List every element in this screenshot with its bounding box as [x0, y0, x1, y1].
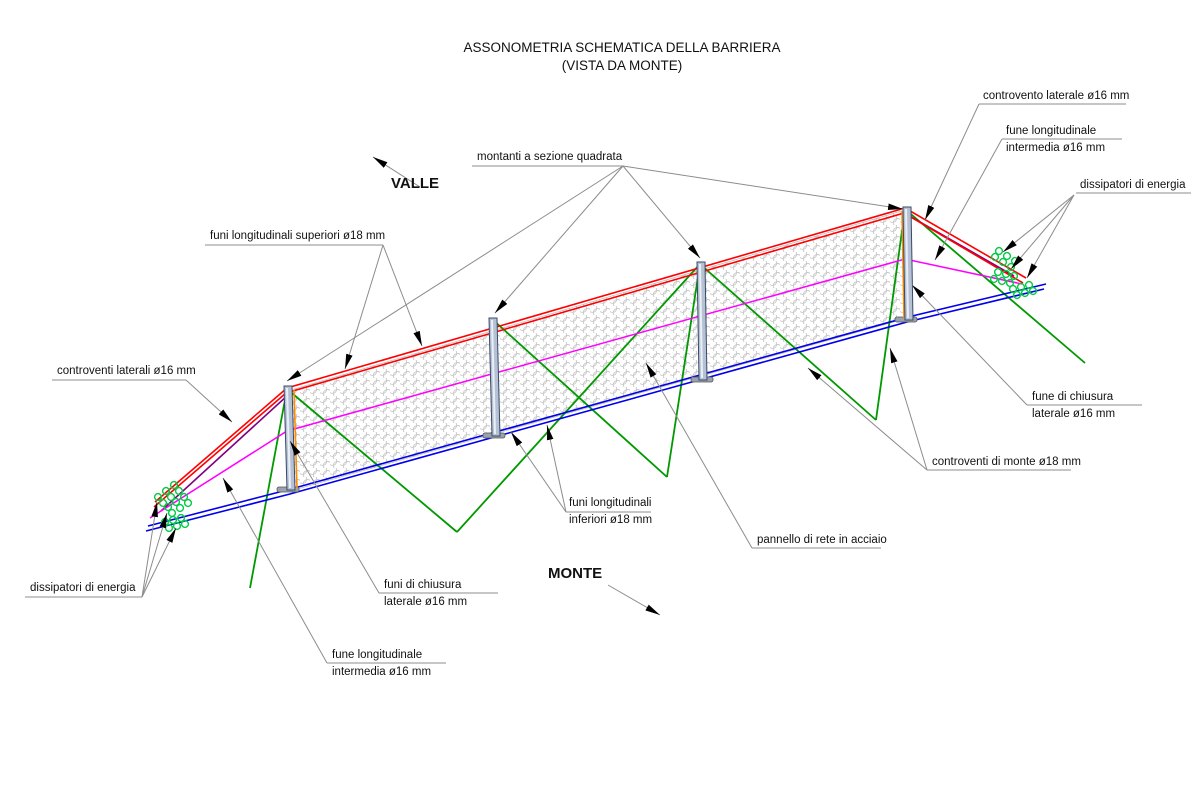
- annotation-controventi-laterali-left: controventi laterali ø16 mm: [52, 365, 233, 423]
- monte-label: MONTE: [548, 565, 602, 582]
- post-2: [482, 317, 506, 439]
- annotation-text: controventi di monte ø18 mm: [932, 456, 1081, 468]
- posts: [276, 206, 918, 493]
- monte-brace: [699, 263, 877, 421]
- annotation-text: fune longitudinale: [332, 649, 422, 661]
- leader-line: [1010, 194, 1075, 270]
- closure-cable-left: [293, 389, 298, 489]
- annotation-text: funi longitudinali: [569, 497, 651, 509]
- monte-indicator: MONTE: [548, 565, 661, 616]
- post-highlight: [286, 387, 291, 489]
- annotation-pannello: pannello di rete in acciaio: [645, 362, 887, 549]
- annotation-text: controventi laterali ø16 mm: [57, 365, 196, 377]
- leader-line: [934, 138, 1003, 261]
- annotation-funi-inferiori: funi longitudinali inferiori ø18 mm: [510, 424, 652, 526]
- monte-brace: [249, 388, 288, 589]
- monte-brace: [286, 388, 458, 533]
- annotation-controventi-monte: controventi di monte ø18 mm: [807, 347, 1081, 471]
- upper-longitudinal-cables: [153, 207, 1027, 508]
- leader-line: [924, 103, 980, 221]
- post-3: [690, 261, 714, 383]
- monte-brace: [666, 263, 701, 478]
- upper-cable: [153, 212, 1024, 508]
- annotation-text: funi di chiusura: [384, 579, 462, 591]
- annotation-text: intermedia ø16 mm: [1006, 142, 1105, 154]
- lower-longitudinal-cables: [145, 283, 1047, 532]
- leader-line: [889, 347, 928, 471]
- annotation-text: funi longitudinali superiori ø18 mm: [210, 230, 385, 242]
- annotation-text: pannello di rete in acciaio: [757, 534, 887, 546]
- leader-line: [382, 244, 423, 347]
- post-4: [894, 206, 918, 323]
- post-highlight: [905, 208, 909, 319]
- leader-line: [510, 431, 567, 513]
- annotation-text: montanti a sezione quadrata: [477, 151, 623, 163]
- annotation-text: fune longitudinale: [1006, 125, 1096, 137]
- steel-mesh-panel: [290, 209, 909, 491]
- annotation-fune-intermedia-left: fune longitudinale intermedia ø16 mm: [222, 477, 446, 678]
- leader-line: [1026, 194, 1075, 279]
- energy-dissipators: [153, 246, 1038, 533]
- leader-line: [911, 284, 1028, 406]
- leader-line: [344, 244, 384, 370]
- annotation-fune-chiusura-right: fune di chiusura laterale ø16 mm: [911, 284, 1142, 420]
- title-line-2: (VISTA DA MONTE): [562, 58, 683, 73]
- leader-line: [622, 165, 701, 259]
- valle-label: VALLE: [391, 175, 439, 192]
- dissipator-right-middle: [989, 267, 1019, 288]
- leader-line: [807, 367, 928, 471]
- leader-line: [141, 512, 168, 598]
- monte-arrow-icon: [607, 584, 661, 616]
- intermediate-cable: [149, 258, 1023, 519]
- leader-line: [286, 165, 624, 382]
- dissipator-left-middle: [163, 492, 193, 518]
- leader-line: [141, 501, 158, 598]
- drawing-title: ASSONOMETRIA SCHEMATICA DELLA BARRIERA (…: [463, 40, 780, 73]
- leader-line: [185, 379, 233, 423]
- annotation-montanti: montanti a sezione quadrata: [286, 151, 904, 382]
- annotation-fune-intermedia-right: fune longitudinale intermedia ø16 mm: [934, 125, 1122, 261]
- annotation-text: controvento laterale ø16 mm: [983, 90, 1129, 102]
- annotation-text: fune di chiusura: [1032, 391, 1114, 403]
- lower-cable: [147, 283, 1047, 527]
- title-line-1: ASSONOMETRIA SCHEMATICA DELLA BARRIERA: [463, 40, 780, 55]
- leader-line: [546, 424, 567, 513]
- leader-line: [494, 165, 624, 314]
- leader-line: [1002, 194, 1075, 253]
- leader-line: [645, 362, 753, 549]
- valle-indicator: VALLE: [372, 156, 439, 192]
- post-highlight: [699, 263, 703, 379]
- annotation-dissipatori-left: dissipatori di energia: [25, 501, 177, 598]
- annotation-text: dissipatori di energia: [30, 582, 136, 594]
- annotation-text: inferiori ø18 mm: [569, 514, 652, 526]
- annotation-text: laterale ø16 mm: [384, 596, 467, 608]
- annotation-dissipatori-right: dissipatori di energia: [1002, 179, 1191, 279]
- intermediate-cable-line: [149, 258, 1023, 519]
- annotation-funi-chiusura-left: funi di chiusura laterale ø16 mm: [289, 440, 498, 608]
- dissipator-right-lower: [1008, 280, 1038, 300]
- closure-cable-right: [901, 210, 905, 319]
- annotation-text: dissipatori di energia: [1080, 179, 1186, 191]
- annotation-text: intermedia ø16 mm: [332, 666, 431, 678]
- leader-line: [222, 477, 328, 664]
- leader-line: [289, 440, 380, 594]
- dissipator-right-upper: [990, 246, 1020, 272]
- annotation-text: laterale ø16 mm: [1032, 408, 1115, 420]
- annotation-controvento-laterale-right: controvento laterale ø16 mm: [924, 90, 1129, 221]
- leader-line: [141, 527, 177, 598]
- annotation-funi-superiori: funi longitudinali superiori ø18 mm: [205, 230, 423, 370]
- monte-braces: [249, 208, 1086, 589]
- dissipator-left-upper: [153, 480, 184, 508]
- monte-brace: [875, 208, 906, 421]
- lower-cable: [145, 288, 1045, 532]
- lateral-brace-green-right: [904, 208, 1086, 364]
- monte-brace: [491, 318, 668, 478]
- post-highlight: [491, 319, 496, 435]
- post-1: [276, 385, 300, 493]
- leader-line: [622, 165, 904, 211]
- valle-arrow-icon: [372, 156, 421, 188]
- upper-cable: [154, 207, 1027, 503]
